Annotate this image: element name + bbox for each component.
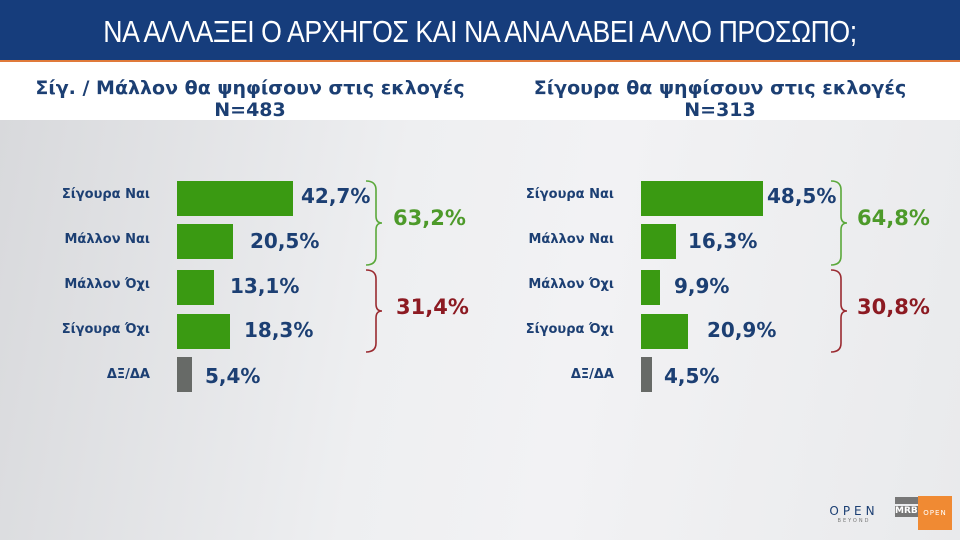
open-beyond-logo: OPEN BEYOND (826, 504, 882, 524)
no-total: 30,8% (857, 295, 930, 319)
sample-size: N=483 (214, 99, 286, 121)
bar-value: 20,5% (250, 229, 320, 253)
bar-value: 13,1% (230, 274, 300, 298)
bar-value: 16,3% (688, 229, 758, 253)
subtitle-text: Σίγ. / Μάλλον θα ψηφίσουν στις εκλογές (35, 77, 465, 99)
bar (177, 181, 293, 216)
bar (177, 314, 230, 349)
no-brace-icon (365, 269, 383, 353)
row-label: Σίγουρα Ναι (525, 187, 614, 202)
row-label: ΔΞ/ΔΑ (106, 367, 150, 382)
row-label: Σίγουρα Ναι (61, 187, 150, 202)
bar-value: 20,9% (707, 318, 777, 342)
bar-value: 5,4% (205, 364, 261, 388)
no-brace-icon (830, 269, 848, 353)
sample-size: N=313 (684, 99, 756, 121)
bar (641, 224, 676, 259)
panel-subtitle: Σίγουρα θα ψηφίσουν στις εκλογές N=313 (490, 77, 950, 121)
subtitle-area (0, 62, 960, 120)
yes-total: 63,2% (393, 206, 466, 230)
yes-brace-icon (830, 180, 848, 266)
mrb-logo: MRB (895, 497, 919, 525)
accent-line (0, 60, 960, 62)
chart-background (0, 120, 960, 540)
logo-subtext: BEYOND (837, 518, 871, 524)
bar (641, 357, 652, 392)
bar-value: 48,5% (767, 184, 837, 208)
row-label: Σίγουρα Όχι (61, 322, 150, 337)
bar (641, 270, 660, 305)
row-label: Σίγουρα Όχι (525, 322, 614, 337)
logo-text: OPEN (829, 504, 879, 518)
mrb-text: MRB (895, 506, 919, 517)
bar (177, 270, 214, 305)
row-label: Μάλλον Ναι (64, 232, 150, 247)
open-channel-badge: OPEN (918, 496, 952, 530)
bar (177, 224, 233, 259)
bar-value: 42,7% (301, 184, 371, 208)
bar-value: 4,5% (664, 364, 720, 388)
yes-total: 64,8% (857, 206, 930, 230)
bar-value: 9,9% (674, 274, 730, 298)
no-total: 31,4% (396, 295, 469, 319)
page-title: ΝΑ ΑΛΛΑΞΕΙ Ο ΑΡΧΗΓΟΣ ΚΑΙ ΝΑ ΑΝΑΛΑΒΕΙ ΑΛΛ… (103, 14, 857, 49)
yes-brace-icon (365, 180, 383, 266)
bar (177, 357, 192, 392)
panel-subtitle: Σίγ. / Μάλλον θα ψηφίσουν στις εκλογές N… (20, 77, 480, 121)
row-label: Μάλλον Ναι (528, 232, 614, 247)
bar (641, 314, 688, 349)
bar (641, 181, 763, 216)
subtitle-text: Σίγουρα θα ψηφίσουν στις εκλογές (533, 77, 907, 99)
row-label: Μάλλον Όχι (64, 277, 150, 292)
row-label: Μάλλον Όχι (528, 277, 614, 292)
bar-value: 18,3% (244, 318, 314, 342)
title-banner (0, 0, 960, 60)
row-label: ΔΞ/ΔΑ (570, 367, 614, 382)
